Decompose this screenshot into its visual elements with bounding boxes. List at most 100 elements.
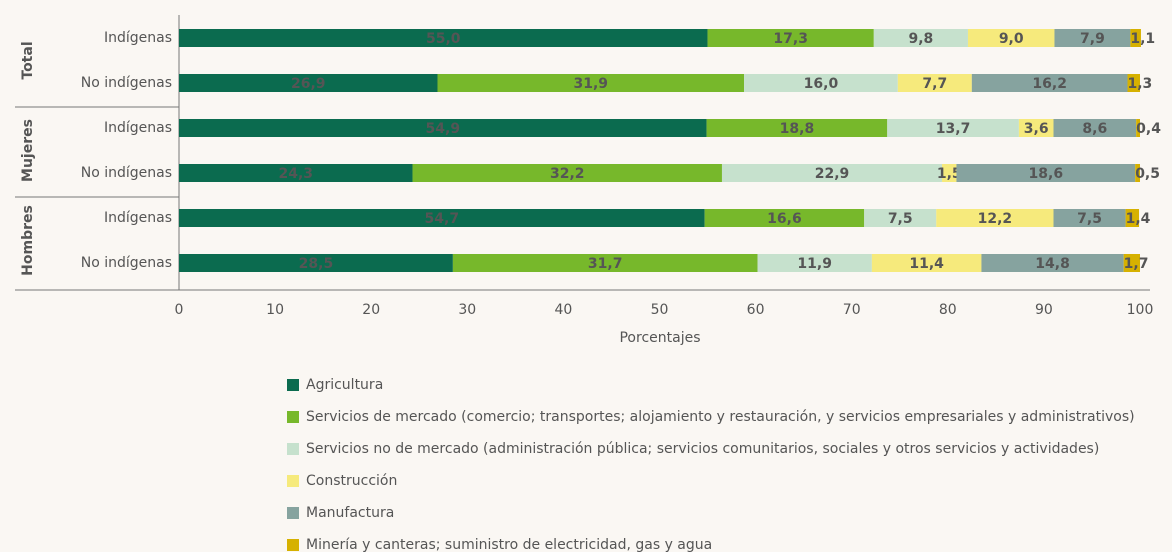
bar-segment [1053, 119, 1137, 137]
category-label: Indígenas [104, 120, 172, 136]
value-label: 54,9 [426, 121, 461, 137]
x-tick-label: 20 [362, 302, 380, 318]
bar-segment [887, 119, 1019, 137]
x-tick-label: 10 [266, 302, 284, 318]
bar-segment [873, 29, 968, 47]
value-label: 1,4 [1126, 211, 1151, 227]
x-tick-label: 30 [458, 302, 476, 318]
bar-segment [871, 254, 982, 272]
bar-segment [179, 119, 707, 137]
bar-segment [1123, 254, 1140, 272]
bar-segment [179, 209, 705, 227]
legend-label: Construcción [306, 473, 397, 489]
bar-segment [412, 164, 722, 182]
legend-swatch [287, 379, 299, 391]
legend-swatch [287, 411, 299, 423]
value-label: 7,5 [1077, 211, 1102, 227]
value-label: 24,3 [278, 166, 313, 182]
value-label: 12,2 [978, 211, 1013, 227]
bar-segment [864, 209, 937, 227]
bar-segment [744, 74, 898, 92]
legend-swatch [287, 475, 299, 487]
value-label: 13,7 [936, 121, 971, 137]
bar-segment [981, 254, 1124, 272]
group-label: Mujeres [20, 119, 36, 182]
bar-segment [1125, 209, 1140, 227]
legend-label: Agricultura [306, 377, 383, 393]
value-label: 31,7 [588, 256, 623, 272]
value-label: 1,7 [1124, 256, 1149, 272]
bar-segment [1054, 29, 1131, 47]
legend-label: Servicios no de mercado (administración … [306, 441, 1099, 457]
x-tick-label: 100 [1127, 302, 1154, 318]
category-label: No indígenas [81, 255, 172, 271]
value-label: 18,8 [780, 121, 815, 137]
bar-segment [936, 209, 1054, 227]
bar-segment [897, 74, 972, 92]
legend-swatch [287, 507, 299, 519]
x-tick-label: 50 [651, 302, 669, 318]
x-tick-label: 80 [939, 302, 957, 318]
bar-segment [179, 254, 453, 272]
value-label: 26,9 [291, 76, 326, 92]
bar-segment [704, 209, 865, 227]
category-label: No indígenas [81, 165, 172, 181]
bar-segment [1053, 209, 1126, 227]
bar-segment [1135, 164, 1140, 182]
bar-segment [706, 119, 888, 137]
legend-label: Minería y canteras; suministro de electr… [306, 537, 712, 552]
bar-segment [967, 29, 1055, 47]
legend-swatch [287, 539, 299, 551]
value-label: 7,7 [922, 76, 947, 92]
value-label: 16,6 [767, 211, 802, 227]
bar-segment [1127, 74, 1140, 92]
value-label: 1,5 [937, 166, 962, 182]
value-label: 17,3 [773, 31, 808, 47]
value-label: 7,5 [888, 211, 913, 227]
value-label: 9,0 [999, 31, 1024, 47]
legend-swatch [287, 443, 299, 455]
bar-segment [1136, 119, 1140, 137]
value-label: 1,3 [1128, 76, 1153, 92]
group-label: Total [20, 41, 36, 79]
bar-segment [1018, 119, 1054, 137]
bar-segment [179, 29, 708, 47]
value-label: 22,9 [815, 166, 850, 182]
value-label: 9,8 [908, 31, 933, 47]
x-tick-label: 60 [747, 302, 765, 318]
bar-segment [452, 254, 758, 272]
legend-label: Manufactura [306, 505, 394, 521]
bar-segment [956, 164, 1136, 182]
bar-segment [721, 164, 943, 182]
bar-segment [437, 74, 745, 92]
value-label: 18,6 [1029, 166, 1064, 182]
x-tick-label: 70 [843, 302, 861, 318]
value-label: 3,6 [1024, 121, 1049, 137]
bar-segment [707, 29, 874, 47]
value-label: 8,6 [1082, 121, 1107, 137]
value-label: 1,1 [1130, 31, 1155, 47]
bar-segment [757, 254, 872, 272]
x-tick-label: 0 [175, 302, 184, 318]
value-label: 55,0 [426, 31, 461, 47]
bar-segment [1130, 29, 1141, 47]
bar-segment [971, 74, 1128, 92]
group-label: Hombres [20, 205, 36, 276]
category-label: Indígenas [104, 30, 172, 46]
value-label: 0,4 [1136, 121, 1161, 137]
bar-segment [942, 164, 957, 182]
legend-label: Servicios de mercado (comercio; transpor… [306, 409, 1135, 425]
value-label: 11,9 [797, 256, 832, 272]
x-tick-label: 40 [554, 302, 572, 318]
value-label: 11,4 [909, 256, 944, 272]
value-label: 14,8 [1035, 256, 1070, 272]
category-label: Indígenas [104, 210, 172, 226]
bar-segment [179, 164, 413, 182]
x-axis-label: Porcentajes [619, 330, 700, 346]
value-label: 0,5 [1135, 166, 1160, 182]
category-label: No indígenas [81, 75, 172, 91]
bar-segment [179, 74, 438, 92]
value-label: 7,9 [1080, 31, 1105, 47]
value-label: 31,9 [574, 76, 609, 92]
